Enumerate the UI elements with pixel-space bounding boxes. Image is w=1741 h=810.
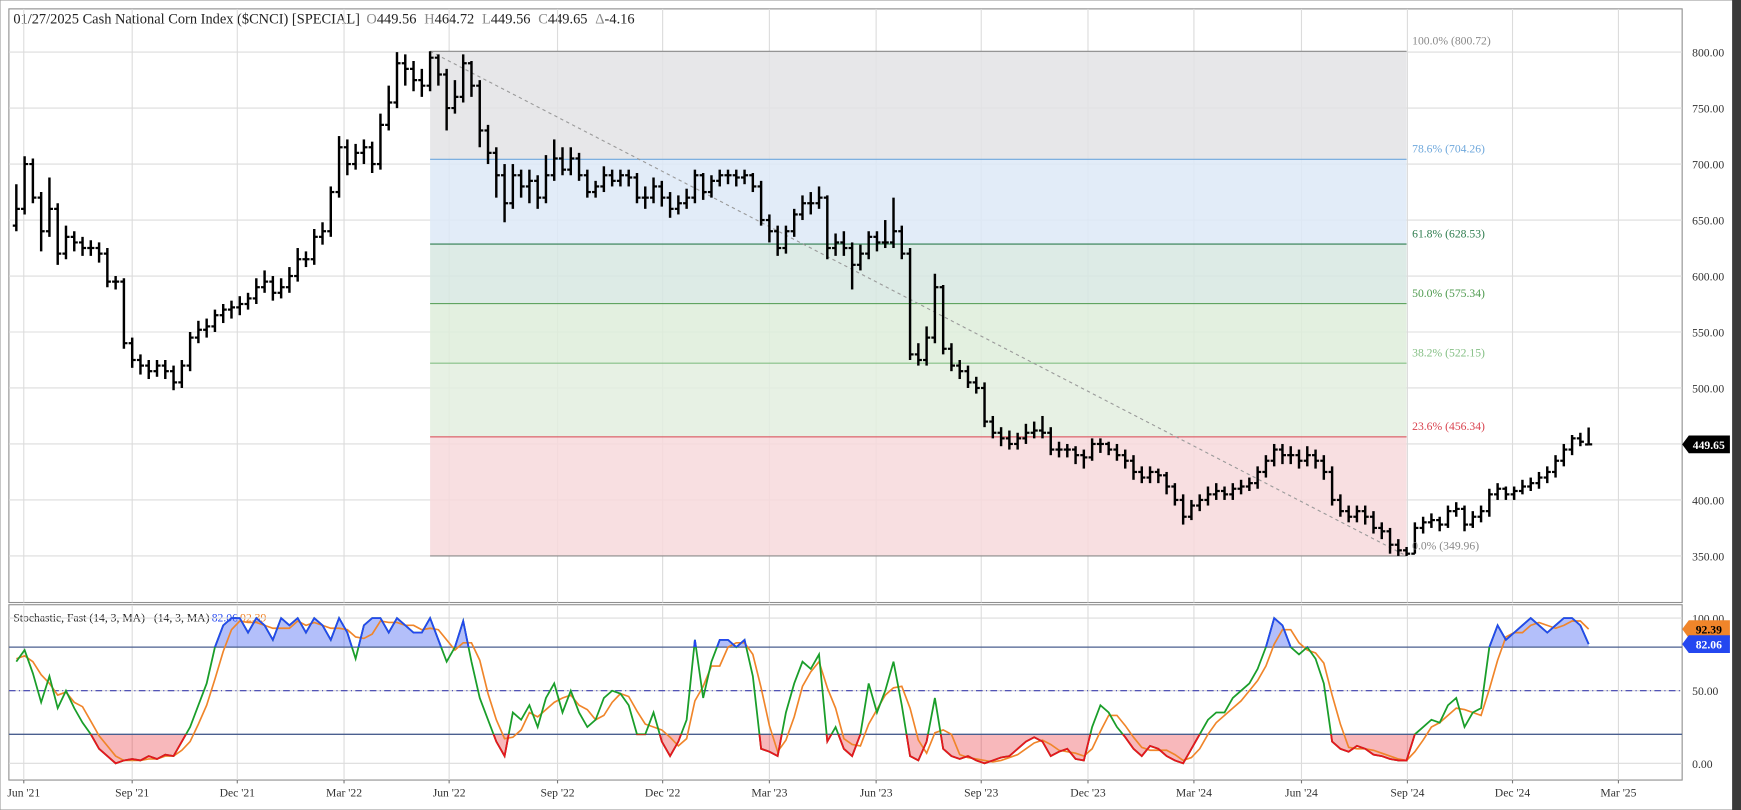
fib-zone bbox=[430, 436, 1407, 556]
last-value-badge bbox=[1682, 620, 1730, 639]
quote-label: H bbox=[424, 11, 434, 27]
d-line bbox=[16, 619, 1590, 763]
y-tick-label: 500.00 bbox=[1692, 382, 1724, 395]
quote-value: 464.72 bbox=[435, 11, 475, 27]
fib-level-label: 38.2% (522.15) bbox=[1412, 347, 1485, 360]
quote-label: C bbox=[538, 11, 548, 27]
y-tick-label: 800.00 bbox=[1692, 47, 1724, 60]
fib-level-label: 0.0% (349.96) bbox=[1412, 539, 1479, 552]
fib-zone bbox=[430, 363, 1407, 437]
quote-value: 449.56 bbox=[377, 11, 417, 27]
fib-level-label: 23.6% (456.34) bbox=[1412, 420, 1485, 433]
fib-level-label: 61.8% (628.53) bbox=[1412, 227, 1485, 240]
fib-zone bbox=[430, 159, 1407, 245]
fib-zone bbox=[430, 51, 1407, 160]
stochastic-plot bbox=[8, 604, 1683, 781]
chart-title: 01/27/2025 Cash National Corn Index ($CN… bbox=[13, 11, 360, 27]
fib-zone bbox=[430, 244, 1407, 304]
x-tick-label: Mar '23 bbox=[751, 787, 787, 800]
x-tick-label: Mar '22 bbox=[326, 787, 362, 800]
x-tick-label: Sep '23 bbox=[964, 787, 998, 800]
k-line-overbought bbox=[214, 616, 1590, 648]
x-tick-label: Sep '22 bbox=[540, 787, 574, 800]
y-tick-label: 350.00 bbox=[1692, 550, 1724, 563]
y-tick-label: 700.00 bbox=[1692, 158, 1724, 171]
y-tick-label: 600.00 bbox=[1692, 270, 1724, 283]
x-tick-label: Dec '22 bbox=[645, 787, 681, 800]
price-plot bbox=[8, 8, 1683, 603]
quote-value: -4.16 bbox=[605, 11, 635, 27]
last-value-badge bbox=[1682, 635, 1730, 654]
quote-label: O bbox=[366, 11, 376, 27]
quote-label: Δ bbox=[595, 11, 604, 27]
x-tick-label: Dec '21 bbox=[220, 787, 256, 800]
quote-line: O449.56 H464.72 L449.56 C449.65 Δ-4.16 bbox=[366, 11, 634, 27]
quote-label: L bbox=[482, 11, 491, 27]
x-tick-label: Dec '23 bbox=[1070, 787, 1106, 800]
last-value-label: 449.65 bbox=[1693, 439, 1725, 452]
quote-value: 449.56 bbox=[491, 11, 531, 27]
y-tick-label: 650.00 bbox=[1692, 214, 1724, 227]
x-tick-label: Jun '22 bbox=[433, 787, 466, 800]
last-value-badge bbox=[1682, 435, 1730, 454]
x-tick-label: Mar '25 bbox=[1600, 787, 1636, 800]
x-tick-label: Sep '21 bbox=[115, 787, 149, 800]
fib-level-label: 100.0% (800.72) bbox=[1412, 35, 1491, 48]
y-tick-label: 50.00 bbox=[1692, 685, 1718, 698]
x-tick-label: Jun '24 bbox=[1285, 787, 1318, 800]
y-tick-label: 550.00 bbox=[1692, 326, 1724, 339]
fib-level-label: 78.6% (704.26) bbox=[1412, 143, 1485, 156]
x-tick-label: Sep '24 bbox=[1390, 787, 1424, 800]
last-value-label: 92.39 bbox=[1696, 624, 1722, 637]
x-tick-label: Mar '24 bbox=[1176, 787, 1212, 800]
window-edge bbox=[1732, 0, 1741, 810]
fib-level-label: 50.0% (575.34) bbox=[1412, 287, 1485, 300]
last-value-label: 82.06 bbox=[1696, 639, 1722, 652]
y-tick-label: 0.00 bbox=[1692, 758, 1713, 771]
x-tick-label: Jun '21 bbox=[7, 787, 40, 800]
x-tick-label: Jun '23 bbox=[860, 787, 893, 800]
y-tick-label: 750.00 bbox=[1692, 103, 1724, 116]
y-tick-label: 400.00 bbox=[1692, 494, 1724, 507]
quote-value: 449.65 bbox=[548, 11, 588, 27]
x-tick-label: Dec '24 bbox=[1495, 787, 1531, 800]
